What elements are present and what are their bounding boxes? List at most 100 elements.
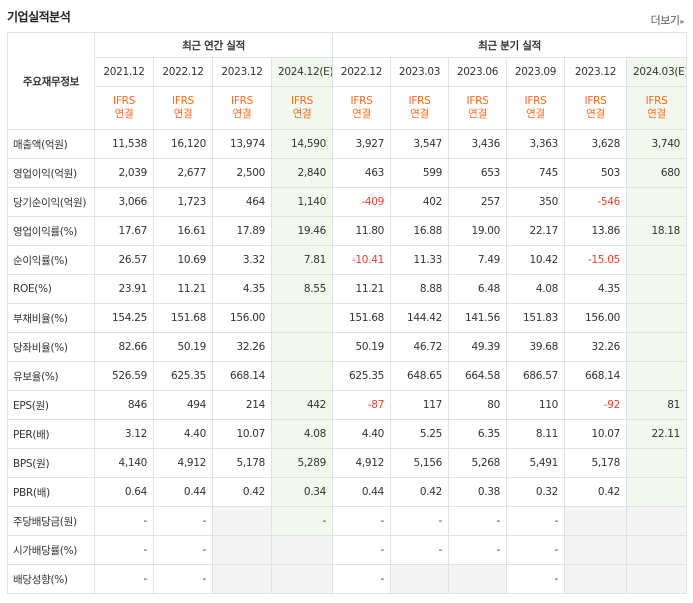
- table-cell: -: [94, 564, 154, 594]
- row-label: 배당성향(%): [7, 564, 95, 594]
- ifrs-label-top: IFRS: [291, 95, 313, 107]
- period-header: 2021.12: [94, 57, 154, 87]
- table-row: 영업이익(억원) 2,039 2,677 2,500 2,840 463 599 653 745…: [7, 158, 688, 188]
- table-cell: 503: [564, 158, 627, 188]
- row-label: 주당배당금(원): [7, 506, 95, 536]
- table-cell: 16.61: [153, 216, 213, 246]
- table-row: 당기순이익(억원) 3,066 1,723 464 1,140 -409 402 257 350…: [7, 187, 688, 217]
- row-label: 매출액(억원): [7, 129, 95, 159]
- table-cell: 16,120: [153, 129, 213, 159]
- table-cell: 19.00: [448, 216, 507, 246]
- table-row: 매출액(억원) 11,538 16,120 13,974 14,590 3,927 3,54…: [7, 129, 688, 159]
- table-cell: 494: [153, 390, 213, 420]
- table-cell: 3,628: [564, 129, 627, 159]
- table-cell: -: [94, 506, 154, 536]
- table-cell: -: [390, 535, 449, 565]
- table-cell: 625.35: [332, 361, 391, 391]
- table-cell: 0.38: [448, 477, 507, 507]
- table-cell: 3,363: [506, 129, 565, 159]
- ifrs-label: IFRS 연결: [448, 86, 507, 130]
- table-row: 유보율(%) 526.59 625.35 668.14 625.35 648.65 664.…: [7, 361, 688, 391]
- table-row: 순이익률(%) 26.57 10.69 3.32 7.81 -10.41 11.33 7.49…: [7, 245, 688, 275]
- table-cell: [625, 477, 688, 507]
- table-cell: 11.33: [390, 245, 449, 275]
- table-cell: 668.14: [564, 361, 627, 391]
- table-cell: 257: [448, 187, 507, 217]
- table-cell: 22.11: [625, 419, 688, 449]
- more-label: 더보기: [650, 14, 680, 27]
- table-cell: 151.68: [153, 303, 213, 333]
- table-cell: [625, 245, 688, 275]
- table-cell: 8.55: [271, 274, 333, 304]
- table-cell: 680: [625, 158, 688, 188]
- table-cell: [625, 361, 688, 391]
- table-cell: 0.32: [506, 477, 565, 507]
- table-cell: 1,723: [153, 187, 213, 217]
- table-cell: 6.48: [448, 274, 507, 304]
- table-cell: 14,590: [271, 129, 333, 159]
- table-cell: 11.80: [332, 216, 391, 246]
- ifrs-label-bottom: 연결: [292, 108, 312, 120]
- table-cell: 156.00: [212, 303, 272, 333]
- table-cell: -: [506, 506, 565, 536]
- table-cell: -87: [332, 390, 391, 420]
- table-cell: 11.21: [153, 274, 213, 304]
- table-cell: 4.35: [564, 274, 627, 304]
- table-cell: 10.42: [506, 245, 565, 275]
- table-cell: 5,178: [564, 448, 627, 478]
- row-label: 당기순이익(억원): [7, 187, 95, 217]
- table-cell: 2,840: [271, 158, 333, 188]
- ifrs-label: IFRS 연결: [212, 86, 272, 130]
- table-cell: 19.46: [271, 216, 333, 246]
- row-label: 유보율(%): [7, 361, 95, 391]
- ifrs-label-bottom: 연결: [586, 108, 605, 120]
- table-cell: 117: [390, 390, 449, 420]
- table-row: PER(배) 3.12 4.40 10.07 4.08 4.40 5.25 6.35 8.11 1…: [7, 419, 688, 449]
- row-label: 부채비율(%): [7, 303, 95, 333]
- table-cell: -10.41: [332, 245, 391, 275]
- table-cell: 5,178: [212, 448, 272, 478]
- table-cell: 32.26: [212, 332, 272, 362]
- table-row: EPS(원) 846 494 214 442 -87 117 80 110 -92 81: [7, 390, 688, 420]
- table-cell: 22.17: [506, 216, 565, 246]
- table-cell: 7.49: [448, 245, 507, 275]
- financial-table: 주요재무정보 최근 연간 실적 최근 분기 실적 2021.12 2022.12 2…: [7, 32, 688, 594]
- table-cell: 10.07: [212, 419, 272, 449]
- ifrs-label-top: IFRS: [350, 95, 373, 107]
- row-label: ROE(%): [7, 274, 95, 304]
- table-cell: 10.69: [153, 245, 213, 275]
- table-cell: 3.12: [94, 419, 154, 449]
- table-cell: 3,740: [625, 129, 688, 159]
- table-row: 배당성향(%) - - - -: [7, 564, 688, 594]
- table-cell: 442: [271, 390, 333, 420]
- table-cell: -: [332, 564, 391, 594]
- table-cell: 0.44: [332, 477, 391, 507]
- table-cell: 5,289: [271, 448, 333, 478]
- table-cell: 1,140: [271, 187, 333, 217]
- table-cell: 32.26: [564, 332, 627, 362]
- table-cell: [625, 274, 688, 304]
- table-cell: -: [506, 535, 565, 565]
- chevron-right-icon: ▸: [680, 17, 684, 26]
- row-label: 당좌비율(%): [7, 332, 95, 362]
- table-cell: 2,677: [153, 158, 213, 188]
- table-cell: [564, 564, 627, 594]
- table-cell: 214: [212, 390, 272, 420]
- table-cell: -92: [564, 390, 627, 420]
- table-cell: 3,927: [332, 129, 391, 159]
- table-cell: -: [153, 564, 213, 594]
- period-header: 2023.06: [448, 57, 507, 87]
- more-link[interactable]: 더보기▸: [650, 12, 685, 28]
- table-cell: 4.08: [506, 274, 565, 304]
- table-cell: 7.81: [271, 245, 333, 275]
- ifrs-label: IFRS 연결: [390, 86, 449, 130]
- table-cell: [625, 506, 688, 536]
- table-cell: 151.68: [332, 303, 391, 333]
- ifrs-label: IFRS 연결: [625, 86, 688, 130]
- table-cell: 6.35: [448, 419, 507, 449]
- table-cell: -: [332, 506, 391, 536]
- table-cell: 745: [506, 158, 565, 188]
- table-cell: 81: [625, 390, 688, 420]
- table-cell: [564, 506, 627, 536]
- table-cell: 4.08: [271, 419, 333, 449]
